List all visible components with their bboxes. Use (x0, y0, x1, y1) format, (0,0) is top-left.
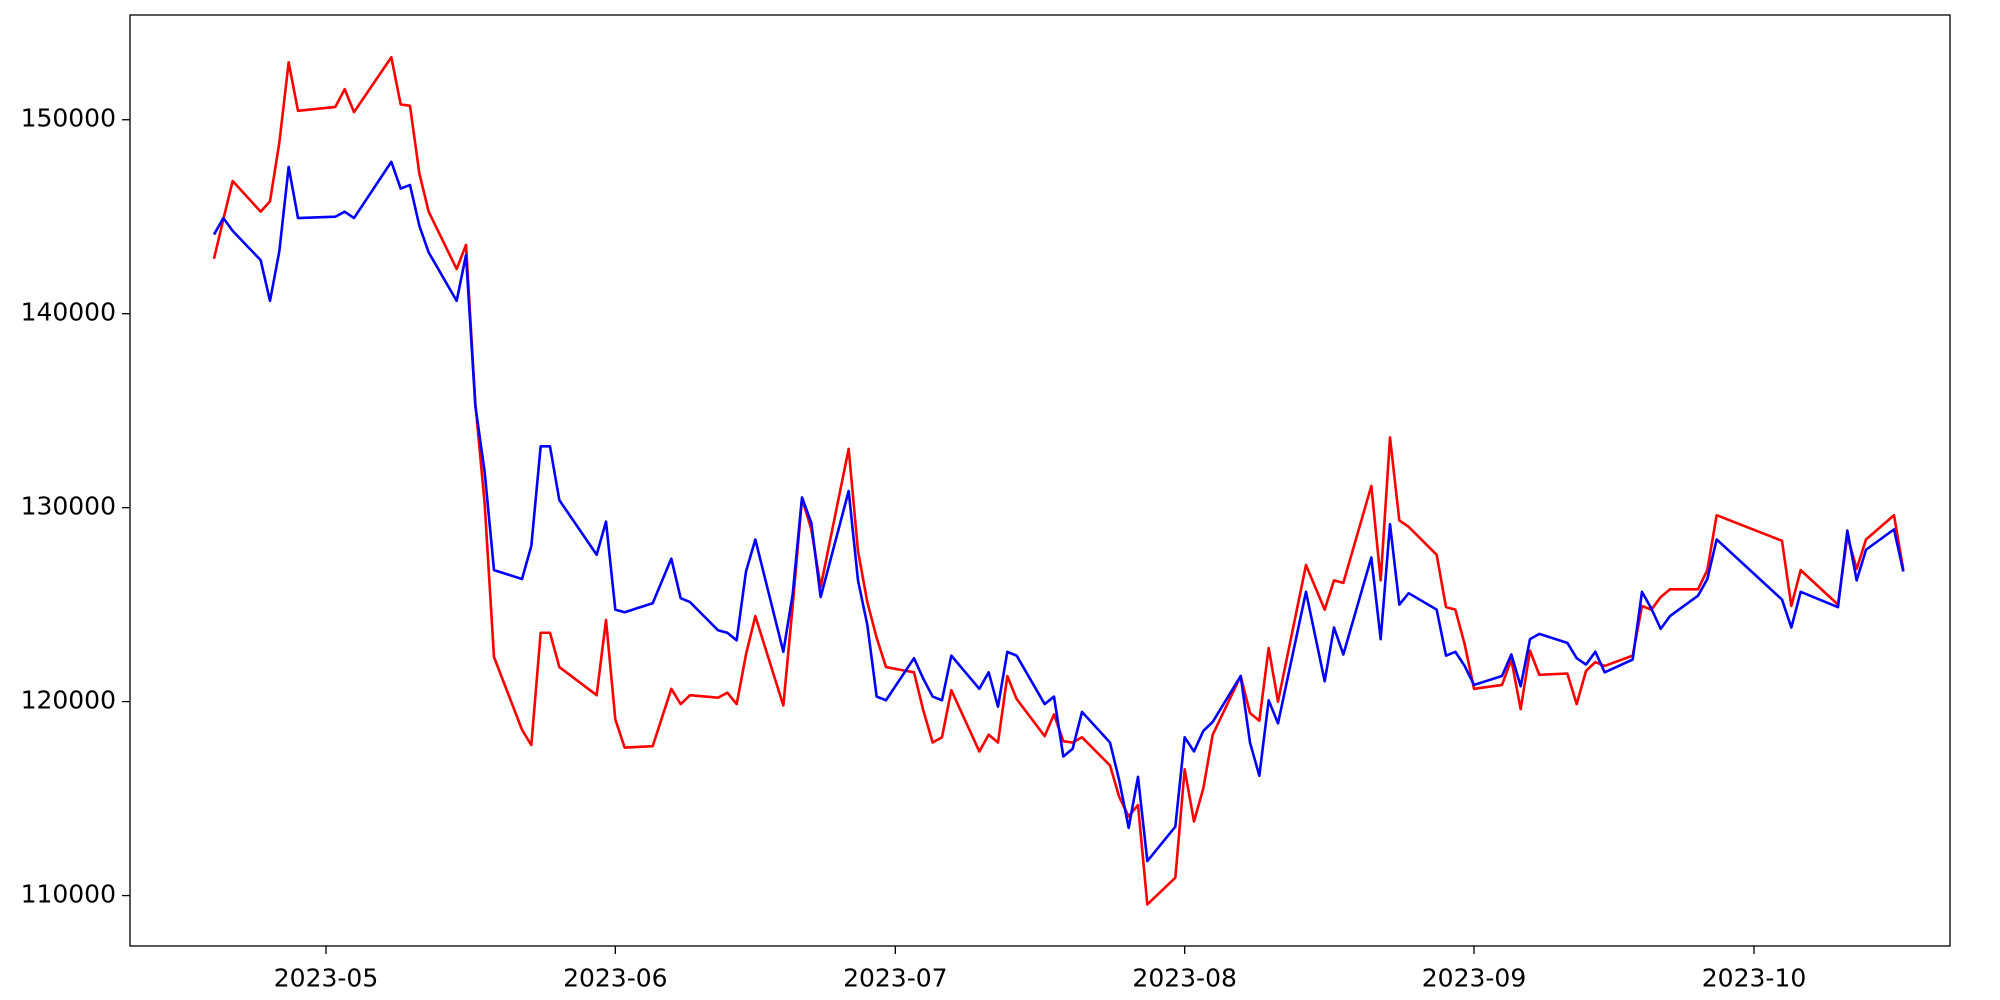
x-tick-label: 2023-05 (274, 963, 378, 992)
x-tick-label: 2023-09 (1422, 963, 1526, 992)
x-tick-label: 2023-10 (1702, 963, 1806, 992)
x-tick-label: 2023-07 (843, 963, 947, 992)
y-tick-label: 140000 (21, 298, 116, 327)
plot-frame (129, 14, 1951, 947)
x-tick-label: 2023-08 (1132, 963, 1236, 992)
y-tick-label: 150000 (21, 104, 116, 133)
y-tick-label: 110000 (21, 880, 116, 909)
series-line (212, 160, 1905, 863)
x-tick-label: 2023-06 (563, 963, 667, 992)
y-tick-label: 120000 (21, 686, 116, 715)
series-line (212, 55, 1905, 906)
y-tick-label: 130000 (21, 492, 116, 521)
